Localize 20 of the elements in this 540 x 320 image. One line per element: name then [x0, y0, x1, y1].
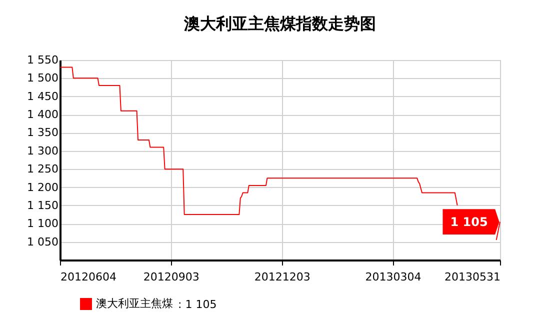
x-tick-label: 20130304: [365, 270, 422, 284]
y-tick-label: 1 450: [27, 90, 58, 103]
y-tick-label: 1 200: [27, 180, 58, 194]
x-tick-label: 20120903: [143, 270, 200, 284]
y-tick-label: 1 400: [27, 108, 58, 122]
y-tick-label: 1 100: [27, 217, 58, 230]
x-tick-label: 20121203: [254, 270, 310, 284]
y-tick-label: 1 250: [27, 162, 58, 176]
x-tick-label: 20120604: [60, 270, 116, 284]
chart-title: 澳大利亚主焦煤指数走势图: [183, 14, 376, 33]
y-tick-label: 1 300: [27, 144, 58, 158]
y-tick-label: 1 500: [27, 72, 58, 85]
legend-label: 澳大利亚主焦煤: [96, 297, 173, 310]
y-tick-label: 1 550: [27, 54, 58, 66]
annotation: 1 105: [450, 214, 488, 229]
y-tick-label: 1 050: [27, 235, 58, 248]
y-tick-label: 1 350: [27, 126, 58, 140]
text: : 1 105: [178, 298, 217, 311]
x-tick-label: 20130531: [444, 270, 500, 284]
y-tick-label: 1 150: [27, 198, 58, 212]
